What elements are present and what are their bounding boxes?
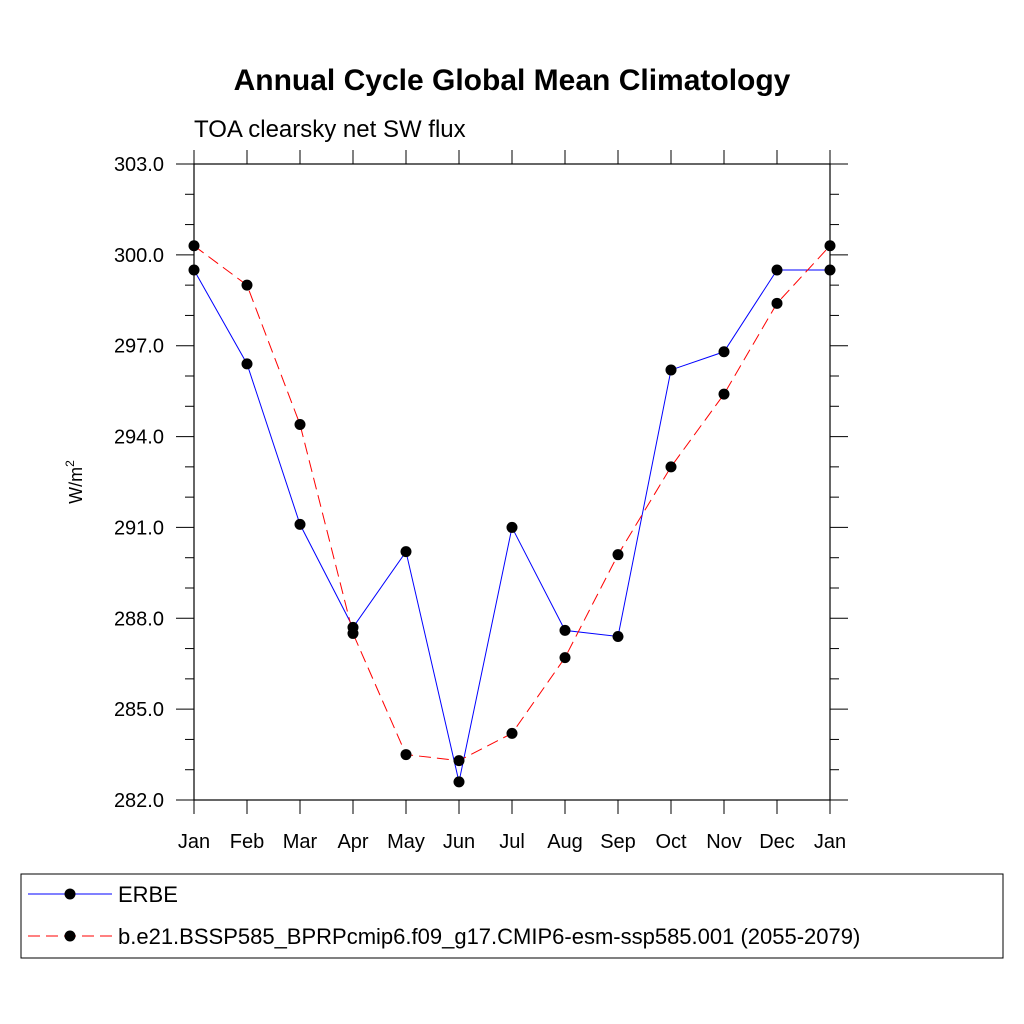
x-tick-label: Dec: [759, 831, 795, 853]
series-1-point: [453, 776, 465, 788]
series-2-point: [718, 388, 730, 400]
series-line-2: [193, 245, 831, 762]
y-tick-label: 297.0: [114, 336, 164, 358]
series-2-point: [612, 549, 624, 561]
series-1-point: [294, 518, 306, 530]
y-tick-label: 282.0: [114, 790, 164, 812]
plot-frame: [193, 163, 831, 801]
series-2-point: [347, 627, 359, 639]
series-2-point: [241, 279, 253, 291]
series-2-point: [453, 755, 465, 767]
legend-marker-2: [64, 930, 76, 942]
x-tick-label: Jun: [443, 831, 475, 853]
x-tick-label: Jan: [814, 831, 846, 853]
y-tick-label: 288.0: [114, 608, 164, 630]
series-2-point: [294, 418, 306, 430]
x-tick-label: Nov: [706, 831, 742, 853]
series-layer: [188, 240, 836, 788]
series-1-point: [665, 364, 677, 376]
series-1-point: [506, 521, 518, 533]
series-2-point: [665, 461, 677, 473]
series-2-point: [559, 652, 571, 664]
series-1-point: [400, 546, 412, 558]
legend: ERBE b.e21.BSSP585_BPRPcmip6.f09_g17.CMIP…: [20, 873, 1004, 959]
series-2-point: [506, 727, 518, 739]
x-tick-label: Aug: [547, 831, 583, 853]
series-1-point: [824, 264, 836, 276]
x-tick-label: Apr: [337, 831, 368, 853]
y-axis-label-text: W/m: [66, 467, 86, 504]
x-tick-label: Oct: [655, 831, 687, 853]
legend-label-1: ERBE: [118, 882, 178, 907]
x-tick-label: Feb: [230, 831, 264, 853]
series-2-point: [188, 240, 200, 252]
plot-border: [193, 163, 831, 801]
x-tick-label: Jul: [499, 831, 525, 853]
y-axis: 303.0 300.0 297.0 294.0 291.0 288.0 285.0 282.0: [114, 154, 848, 812]
y-axis-label-superscript: 2: [63, 460, 77, 467]
series-1-point: [771, 264, 783, 276]
y-tick-label: 285.0: [114, 699, 164, 721]
y-tick-label: 300.0: [114, 245, 164, 267]
series-1-point: [718, 346, 730, 358]
y-tick-label: 294.0: [114, 427, 164, 449]
series-1-point: [559, 624, 571, 636]
x-tick-label: Mar: [283, 831, 318, 853]
x-tick-label: Jan: [178, 831, 210, 853]
x-tick-label: May: [387, 831, 425, 853]
chart-title: Annual Cycle Global Mean Climatology: [234, 64, 791, 97]
series-2-point: [400, 749, 412, 761]
series-1-point: [188, 264, 200, 276]
x-tick-label: Sep: [600, 831, 636, 853]
chart-subtitle: TOA clearsky net SW flux: [194, 116, 466, 143]
y-tick-label: 303.0: [114, 154, 164, 176]
series-1-point: [241, 358, 253, 370]
legend-marker-1: [64, 888, 76, 900]
legend-label-2: b.e21.BSSP585_BPRPcmip6.f09_g17.CMIP6-es…: [118, 924, 860, 949]
series-2-point: [824, 240, 836, 252]
y-axis-label: W/m2: [63, 460, 86, 504]
series-1-point: [612, 630, 624, 642]
x-axis: Jan Feb Mar Apr May Jun Jul Aug Sep Oct Nov Dec Jan: [178, 150, 846, 853]
series-2-point: [771, 297, 783, 309]
legend-box: [20, 873, 1004, 959]
y-tick-label: 291.0: [114, 517, 164, 539]
